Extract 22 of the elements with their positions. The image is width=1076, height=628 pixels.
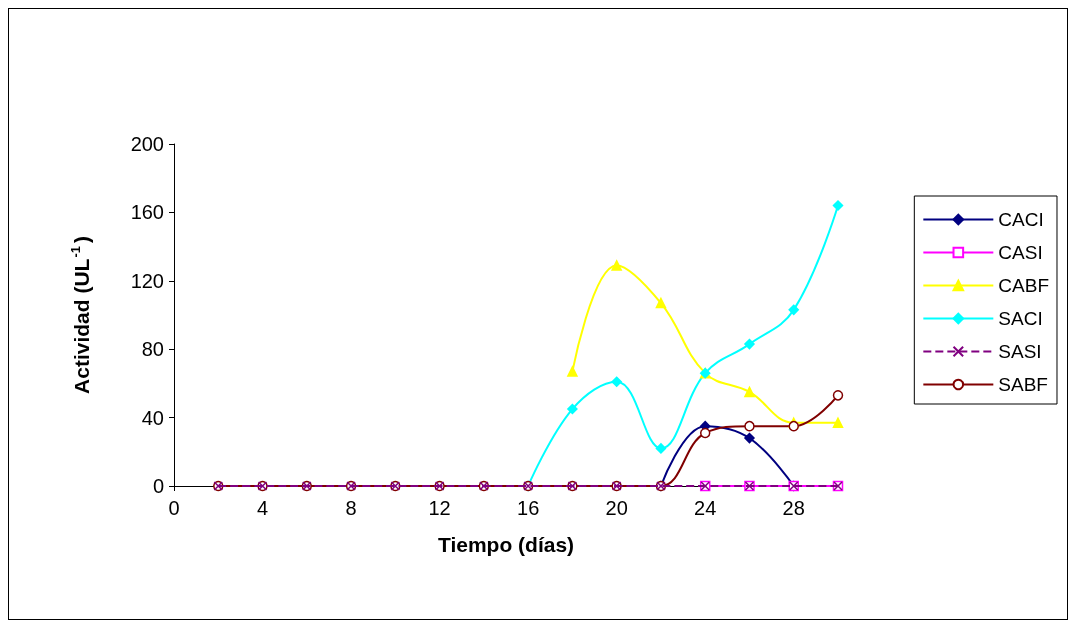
legend-label: SASI xyxy=(998,341,1042,362)
y-tick-label: 80 xyxy=(141,338,164,361)
x-tick-label: 20 xyxy=(605,497,628,519)
y-tick-label: 200 xyxy=(130,133,164,155)
legend-label: CASI xyxy=(998,242,1043,263)
x-tick-label: 4 xyxy=(256,497,269,519)
x-axis-title: Tiempo (días) xyxy=(437,533,575,556)
legend-label: CABF xyxy=(998,275,1050,296)
y-tick-label: 0 xyxy=(152,475,164,497)
y-axis-title: Actividad (UL-1) xyxy=(68,236,93,394)
x-tick-label: 28 xyxy=(782,497,805,519)
x-tick-label: 16 xyxy=(517,497,540,519)
x-tick-label: 0 xyxy=(168,497,180,519)
x-tick-label: 24 xyxy=(694,497,717,519)
legend-label: SACI xyxy=(998,308,1043,329)
x-tick-label: 8 xyxy=(345,497,357,519)
legend-label: CACI xyxy=(998,209,1044,230)
y-tick-label: 120 xyxy=(130,269,164,292)
y-tick-label: 40 xyxy=(141,406,164,429)
x-tick-label: 12 xyxy=(428,497,451,519)
y-tick-label: 160 xyxy=(130,201,164,224)
legend-label: SABF xyxy=(998,374,1048,395)
